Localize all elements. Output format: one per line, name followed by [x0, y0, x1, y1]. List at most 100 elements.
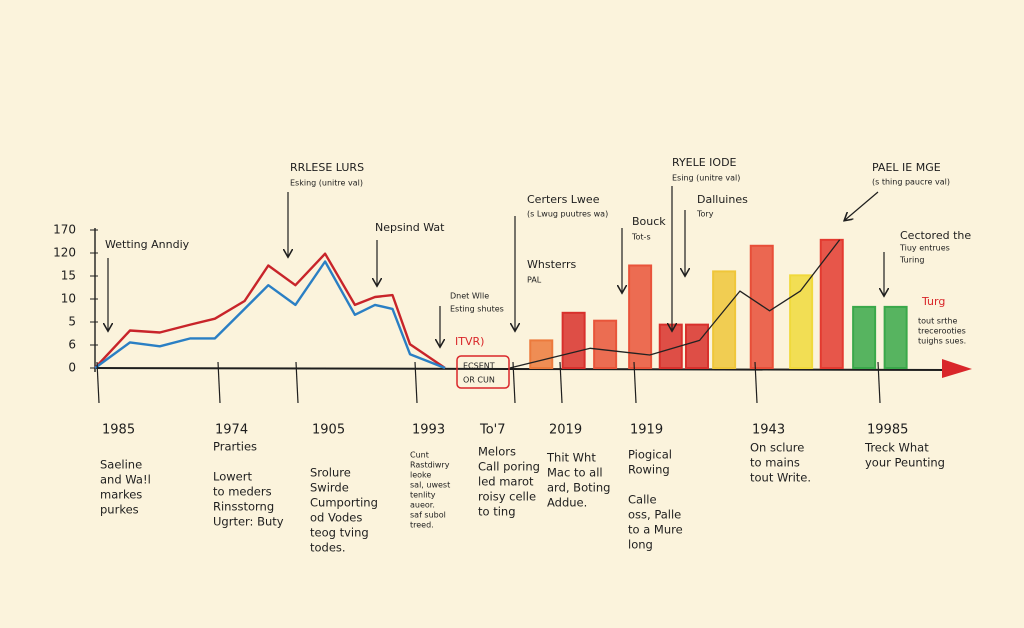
x-axis — [94, 367, 951, 371]
timeline-tick — [96, 361, 100, 404]
annotation-box — [456, 355, 510, 389]
timeline-note: markes — [100, 488, 142, 502]
timeline-note: od Vodes — [310, 511, 362, 525]
timeline-note: Ugrter: Buty — [213, 515, 284, 529]
timeline-year: 2019 — [549, 423, 582, 438]
bar — [749, 244, 774, 369]
annotation: Esting shutes — [450, 305, 504, 314]
timeline-note: Call poring — [478, 460, 540, 474]
annotation: Tiuy entrues — [899, 244, 950, 253]
timeline-year: 1974 — [215, 423, 248, 438]
timeline-note: Cunt — [410, 451, 429, 460]
annotation: OR CUN — [463, 376, 495, 385]
annotation: Dnet Wlle — [450, 292, 489, 301]
timeline-year: 1905 — [312, 423, 345, 438]
timeline-tick — [295, 361, 299, 404]
y-tick-label: 15 — [61, 269, 76, 283]
timeline-tick — [512, 361, 516, 404]
timeline-note: Rowing — [628, 463, 670, 477]
timeline-note: Calle — [628, 493, 657, 507]
annotation: Bouck — [632, 215, 666, 228]
annotation: PAL — [527, 276, 542, 285]
line — [94, 252, 446, 369]
timeline-note: tout Write. — [750, 471, 811, 485]
bar — [819, 238, 844, 369]
timeline-tick — [414, 361, 418, 404]
timeline-year: 1943 — [752, 423, 785, 438]
annotation: (s Lwug puutres wa) — [527, 210, 608, 219]
timeline-tick — [877, 361, 881, 404]
annotation: Wetting Anndiy — [105, 238, 190, 251]
timeline-note: leoke — [410, 471, 431, 480]
annotation: Tot-s — [631, 233, 651, 242]
timeline-tick — [633, 361, 637, 404]
timeline-note: to mains — [750, 456, 800, 470]
timeline-note: and Wa!l — [100, 473, 151, 487]
y-tick-label: 0 — [68, 361, 76, 375]
timeline-note: treed. — [410, 521, 434, 530]
annotation: PAEL IE MGE — [872, 161, 941, 174]
timeline-note: tenlity — [410, 491, 436, 500]
bar — [561, 311, 586, 369]
timeline-note: Thit Wht — [546, 451, 596, 465]
annotation-arrow — [845, 191, 879, 220]
timeline-year: To'7 — [479, 423, 506, 438]
timeline-year: 1985 — [102, 423, 135, 438]
timeline-year: 1919 — [630, 423, 663, 438]
annotation: Turg — [921, 295, 945, 308]
bar — [593, 319, 618, 369]
timeline-note: Mac to all — [547, 466, 603, 480]
bar — [628, 264, 653, 369]
timeline-note: Rastdiwry — [410, 461, 450, 470]
bar — [852, 305, 877, 369]
timeline-note: Lowert — [213, 470, 252, 484]
annotation: (s thing paucre val) — [872, 178, 950, 187]
annotation: Turing — [899, 256, 924, 265]
annotation: tout srthe — [918, 317, 957, 326]
line — [94, 260, 446, 370]
line — [509, 239, 841, 369]
timeline-note: to ting — [478, 505, 516, 519]
timeline-note: Treck What — [864, 441, 929, 455]
timeline-tick — [559, 361, 563, 404]
timeline-note: saf subol — [410, 511, 446, 520]
timeline-note: teog tving — [310, 526, 369, 540]
timeline-note: roisy celle — [478, 490, 536, 504]
timeline-note: ard, Boting — [547, 481, 610, 495]
annotation: Cectored the — [900, 229, 971, 242]
bar — [529, 339, 554, 369]
annotation: ECSENT — [463, 362, 495, 371]
y-tick-label: 6 — [68, 338, 76, 352]
timeline-note: your Peunting — [865, 456, 945, 470]
timeline-note: Swirde — [310, 481, 349, 495]
y-tick-label: 5 — [68, 315, 76, 329]
timeline-year: 1993 — [412, 423, 445, 438]
timeline-note: Piogical — [628, 448, 672, 462]
timeline-note: Prarties — [213, 440, 257, 454]
annotation: Dalluines — [697, 193, 748, 206]
timeline-note: led marot — [478, 475, 534, 489]
bar — [685, 323, 709, 369]
timeline-note: sal, uwest — [410, 481, 450, 490]
bar — [883, 305, 908, 369]
timeline-note: todes. — [310, 541, 346, 555]
timeline-year: 19985 — [867, 423, 908, 438]
bar — [712, 270, 737, 369]
timeline-note: Saeline — [100, 458, 142, 472]
timeline-note: Melors — [478, 445, 516, 459]
annotation: ITVR) — [455, 335, 484, 348]
y-tick-label: 10 — [61, 292, 76, 306]
timeline-tick — [217, 361, 221, 404]
annotation: Esking (unitre val) — [290, 179, 363, 188]
bar — [789, 274, 814, 370]
timeline-note: Cumporting — [310, 496, 378, 510]
annotation: Certers Lwee — [527, 193, 600, 206]
timeline-note: purkes — [100, 503, 139, 517]
annotation: Nepsind Wat — [375, 221, 445, 234]
y-tick-label: 120 — [53, 246, 76, 260]
timeline-tick — [754, 361, 758, 404]
timeline-note: long — [628, 538, 653, 552]
y-tick-label: 170 — [53, 223, 76, 237]
annotation: tuighs sues. — [918, 337, 966, 346]
